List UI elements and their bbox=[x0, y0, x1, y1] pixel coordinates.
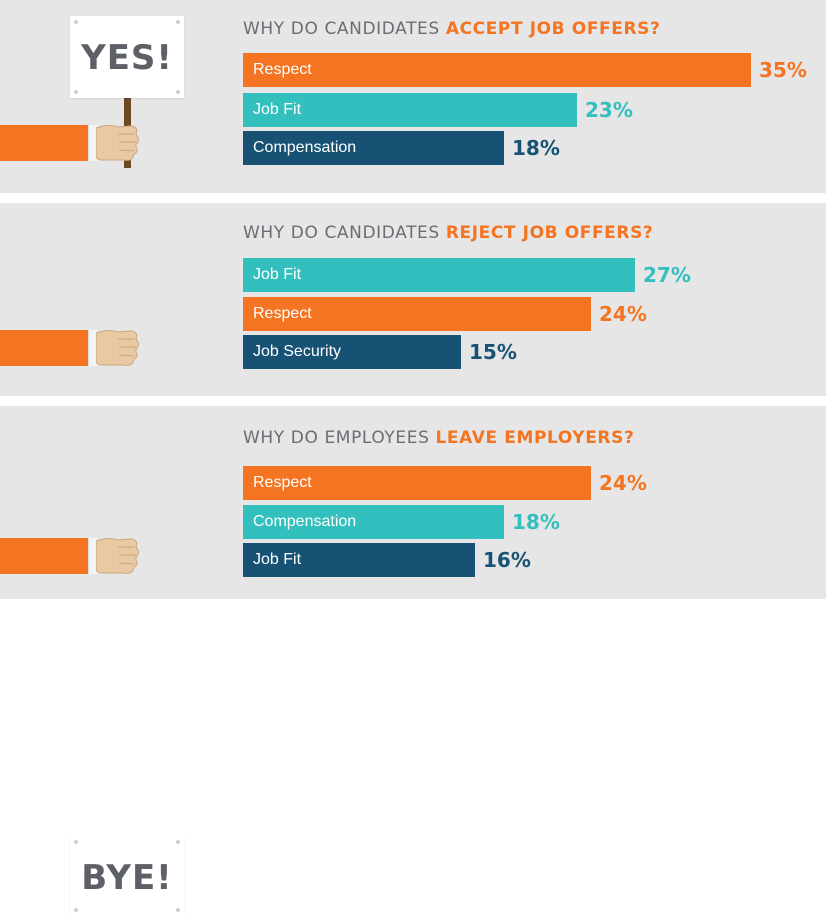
shirt-cuff bbox=[88, 125, 98, 161]
sign-pin bbox=[74, 840, 78, 844]
bar: Respect bbox=[243, 466, 591, 500]
bar: Job Security bbox=[243, 335, 461, 369]
bar-label: Job Fit bbox=[253, 101, 302, 118]
sign-board: YES! bbox=[70, 16, 184, 98]
question-title: WHY DO CANDIDATES ACCEPT JOB OFFERS? bbox=[243, 19, 660, 39]
bar-label: Job Fit bbox=[253, 266, 302, 283]
value-label: 16% bbox=[483, 548, 531, 572]
sign-pin bbox=[74, 20, 78, 24]
bar: Job Fit bbox=[243, 258, 635, 292]
sign-pin bbox=[176, 20, 180, 24]
shirt-cuff bbox=[88, 538, 98, 574]
shirt-cuff bbox=[88, 330, 98, 366]
title-prefix: WHY DO CANDIDATES bbox=[243, 19, 446, 39]
question-title: WHY DO CANDIDATES REJECT JOB OFFERS? bbox=[243, 223, 653, 243]
bar: Respect bbox=[243, 53, 751, 87]
sign-pin bbox=[74, 908, 78, 912]
title-highlight: LEAVE EMPLOYERS? bbox=[435, 428, 635, 448]
chart-panel: BYE! WHY DO EMPLOYEES LEAVE EMPLOYERS? Res… bbox=[0, 406, 826, 916]
chart-panel: NO!WHY DO CANDIDATES REJECT JOB OFFERS?J… bbox=[0, 203, 826, 505]
sleeve bbox=[0, 538, 94, 574]
question-title: WHY DO EMPLOYEES LEAVE EMPLOYERS? bbox=[243, 428, 634, 448]
value-label: 23% bbox=[585, 98, 633, 122]
bar-label: Compensation bbox=[253, 139, 357, 156]
sign-pin bbox=[176, 90, 180, 94]
value-label: 35% bbox=[759, 58, 807, 82]
bar-label: Compensation bbox=[253, 513, 357, 530]
value-label: 18% bbox=[512, 510, 560, 534]
sign-pin bbox=[74, 90, 78, 94]
sign-board: BYE! bbox=[70, 836, 184, 916]
sign-text: YES! bbox=[81, 38, 173, 78]
value-label: 27% bbox=[643, 263, 691, 287]
sign-pin bbox=[176, 908, 180, 912]
hand-icon bbox=[96, 538, 139, 574]
value-label: 24% bbox=[599, 302, 647, 326]
bar: Compensation bbox=[243, 131, 504, 165]
value-label: 18% bbox=[512, 136, 560, 160]
title-prefix: WHY DO EMPLOYEES bbox=[243, 428, 436, 448]
bar: Compensation bbox=[243, 505, 504, 539]
bar-label: Job Security bbox=[253, 343, 342, 360]
bar-label: Respect bbox=[253, 474, 312, 491]
sleeve bbox=[0, 330, 94, 366]
hand-icon bbox=[96, 125, 139, 161]
bar-label: Respect bbox=[253, 305, 312, 322]
bar-label: Job Fit bbox=[253, 551, 302, 568]
sleeve bbox=[0, 125, 94, 161]
title-prefix: WHY DO CANDIDATES bbox=[243, 223, 446, 243]
bar: Job Fit bbox=[243, 543, 475, 577]
sign-pin bbox=[176, 840, 180, 844]
bar: Respect bbox=[243, 297, 591, 331]
chart-panel: YES! WHY DO CANDIDATES ACCEPT JOB OFFERS?… bbox=[0, 0, 826, 193]
title-highlight: REJECT JOB OFFERS? bbox=[445, 223, 654, 243]
bar-label: Respect bbox=[253, 61, 312, 78]
title-highlight: ACCEPT JOB OFFERS? bbox=[445, 19, 661, 39]
bar: Job Fit bbox=[243, 93, 577, 127]
value-label: 24% bbox=[599, 471, 647, 495]
value-label: 15% bbox=[469, 340, 517, 364]
sign-text: BYE! bbox=[81, 858, 173, 898]
hand-icon bbox=[96, 330, 139, 366]
